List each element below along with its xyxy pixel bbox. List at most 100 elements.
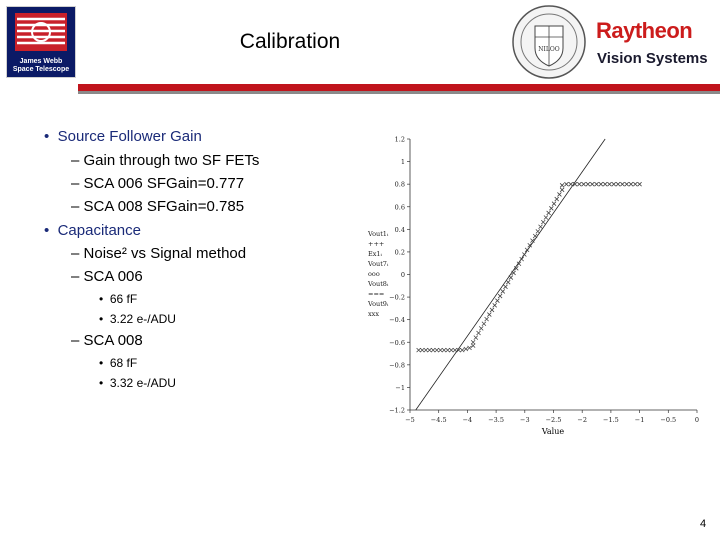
x-tick-label: −4.5	[431, 416, 447, 424]
data-point	[484, 316, 489, 322]
data-point	[577, 181, 582, 187]
x-tick-label: −3	[520, 416, 530, 424]
data-point	[489, 307, 495, 313]
y-tick-label: −0.4	[389, 316, 405, 324]
page-title: Calibration	[239, 30, 341, 53]
data-point	[530, 238, 535, 243]
data-point	[427, 347, 432, 353]
data-point	[540, 219, 546, 225]
seal-text: NILOO	[538, 46, 560, 53]
data-point	[519, 256, 524, 262]
y-legend-entry: Vout7ᵢ	[367, 260, 389, 268]
logo-caption-2: Space Telescope	[12, 66, 70, 73]
data-points	[416, 181, 642, 353]
data-point	[459, 347, 465, 353]
data-point	[495, 298, 500, 303]
data-point	[607, 181, 612, 187]
x-tick-label: −5	[405, 416, 415, 424]
header-rule-red	[78, 84, 720, 91]
y-tick-label: 0	[401, 271, 405, 279]
y-tick-label: 0.4	[395, 226, 405, 234]
x-tick-label: 0	[695, 416, 699, 424]
data-point	[598, 181, 604, 187]
data-point	[524, 247, 530, 253]
y-tick-label: −0.2	[389, 294, 405, 302]
bullet-l3: • 3.32 e-/ADU	[99, 376, 176, 390]
data-point	[615, 181, 621, 187]
x-tick-label: −3.5	[488, 416, 504, 424]
y-tick-label: −0.6	[389, 339, 405, 347]
data-point	[551, 201, 557, 206]
data-point	[423, 347, 429, 353]
data-point	[559, 183, 565, 188]
data-point	[637, 181, 642, 187]
data-point	[581, 181, 586, 187]
bullet-l1: • Source Follower Gain	[44, 128, 202, 145]
y-axis-legend: Vout1ᵢ +++ Ex1ᵢ Vout7ᵢ ooo Vout8ᵢ === Vout9ᵢ xxx	[367, 230, 389, 318]
data-point	[589, 181, 595, 187]
y-tick-label: 0.6	[395, 203, 405, 211]
reference-line	[415, 138, 606, 411]
data-point	[585, 181, 591, 187]
jwst-logo: James Webb Space Telescope	[6, 6, 76, 78]
data-point	[602, 181, 608, 187]
x-tick-label: −0.5	[660, 416, 676, 424]
y-legend-entry: Ex1ᵢ	[368, 250, 383, 258]
data-point	[572, 181, 578, 187]
y-tick-label: 1	[401, 158, 405, 166]
y-legend-entry: Vout9ᵢ	[367, 300, 389, 308]
y-legend-entry: ooo	[368, 270, 380, 278]
data-point	[527, 242, 533, 248]
chart-axes: 1.210.80.60.40.20−0.2−0.4−0.6−0.8−1−1.2−…	[389, 136, 699, 425]
data-point	[470, 343, 476, 348]
data-point	[452, 347, 458, 353]
data-point	[505, 279, 511, 285]
vision-systems-text: Vision Systems	[597, 50, 708, 67]
x-tick-label: −2	[577, 416, 587, 424]
data-point	[438, 347, 443, 353]
data-point	[559, 187, 565, 193]
data-point	[481, 321, 487, 327]
data-point	[430, 347, 436, 353]
y-legend-entry: Vout8ᵢ	[367, 280, 389, 288]
bullet-l2: – SCA 006 SFGain=0.777	[71, 175, 245, 192]
data-point	[456, 347, 461, 353]
bullet-l3: • 68 fF	[99, 356, 138, 370]
data-point	[503, 284, 508, 290]
jwst-emblem-icon	[15, 13, 67, 51]
header-rule-gray	[78, 91, 720, 94]
data-point	[463, 346, 469, 352]
x-axis-label: Value	[541, 427, 565, 436]
y-tick-label: −1.2	[389, 407, 405, 415]
y-tick-label: −1	[395, 384, 405, 392]
y-tick-label: 0.8	[395, 181, 405, 189]
y-legend-entry: Vout1ᵢ	[367, 230, 389, 238]
y-legend-entry: +++	[368, 240, 384, 248]
data-point	[516, 261, 522, 267]
bullet-l3: • 66 fF	[99, 292, 138, 306]
data-point	[513, 266, 519, 271]
y-tick-label: 0.2	[395, 248, 405, 256]
university-seal-icon: NILOO	[512, 5, 586, 79]
data-point	[532, 233, 538, 239]
data-point	[568, 181, 574, 187]
data-point	[611, 181, 617, 187]
x-tick-label: −4	[463, 416, 473, 424]
data-point	[511, 270, 516, 276]
data-point	[445, 347, 450, 353]
data-point	[487, 312, 492, 317]
data-point	[434, 347, 440, 353]
bullet-l2: – SCA 006	[71, 268, 143, 285]
data-point	[535, 229, 541, 234]
data-point	[441, 347, 447, 353]
data-point	[419, 347, 425, 353]
data-point	[449, 347, 454, 353]
bullet-l3: • 3.22 e-/ADU	[99, 312, 176, 326]
data-point	[476, 330, 481, 336]
data-point	[594, 181, 599, 187]
data-point	[478, 326, 484, 331]
data-point	[633, 181, 638, 187]
bullet-l2: – Noise² vs Signal method	[71, 245, 247, 262]
data-point	[500, 289, 506, 294]
